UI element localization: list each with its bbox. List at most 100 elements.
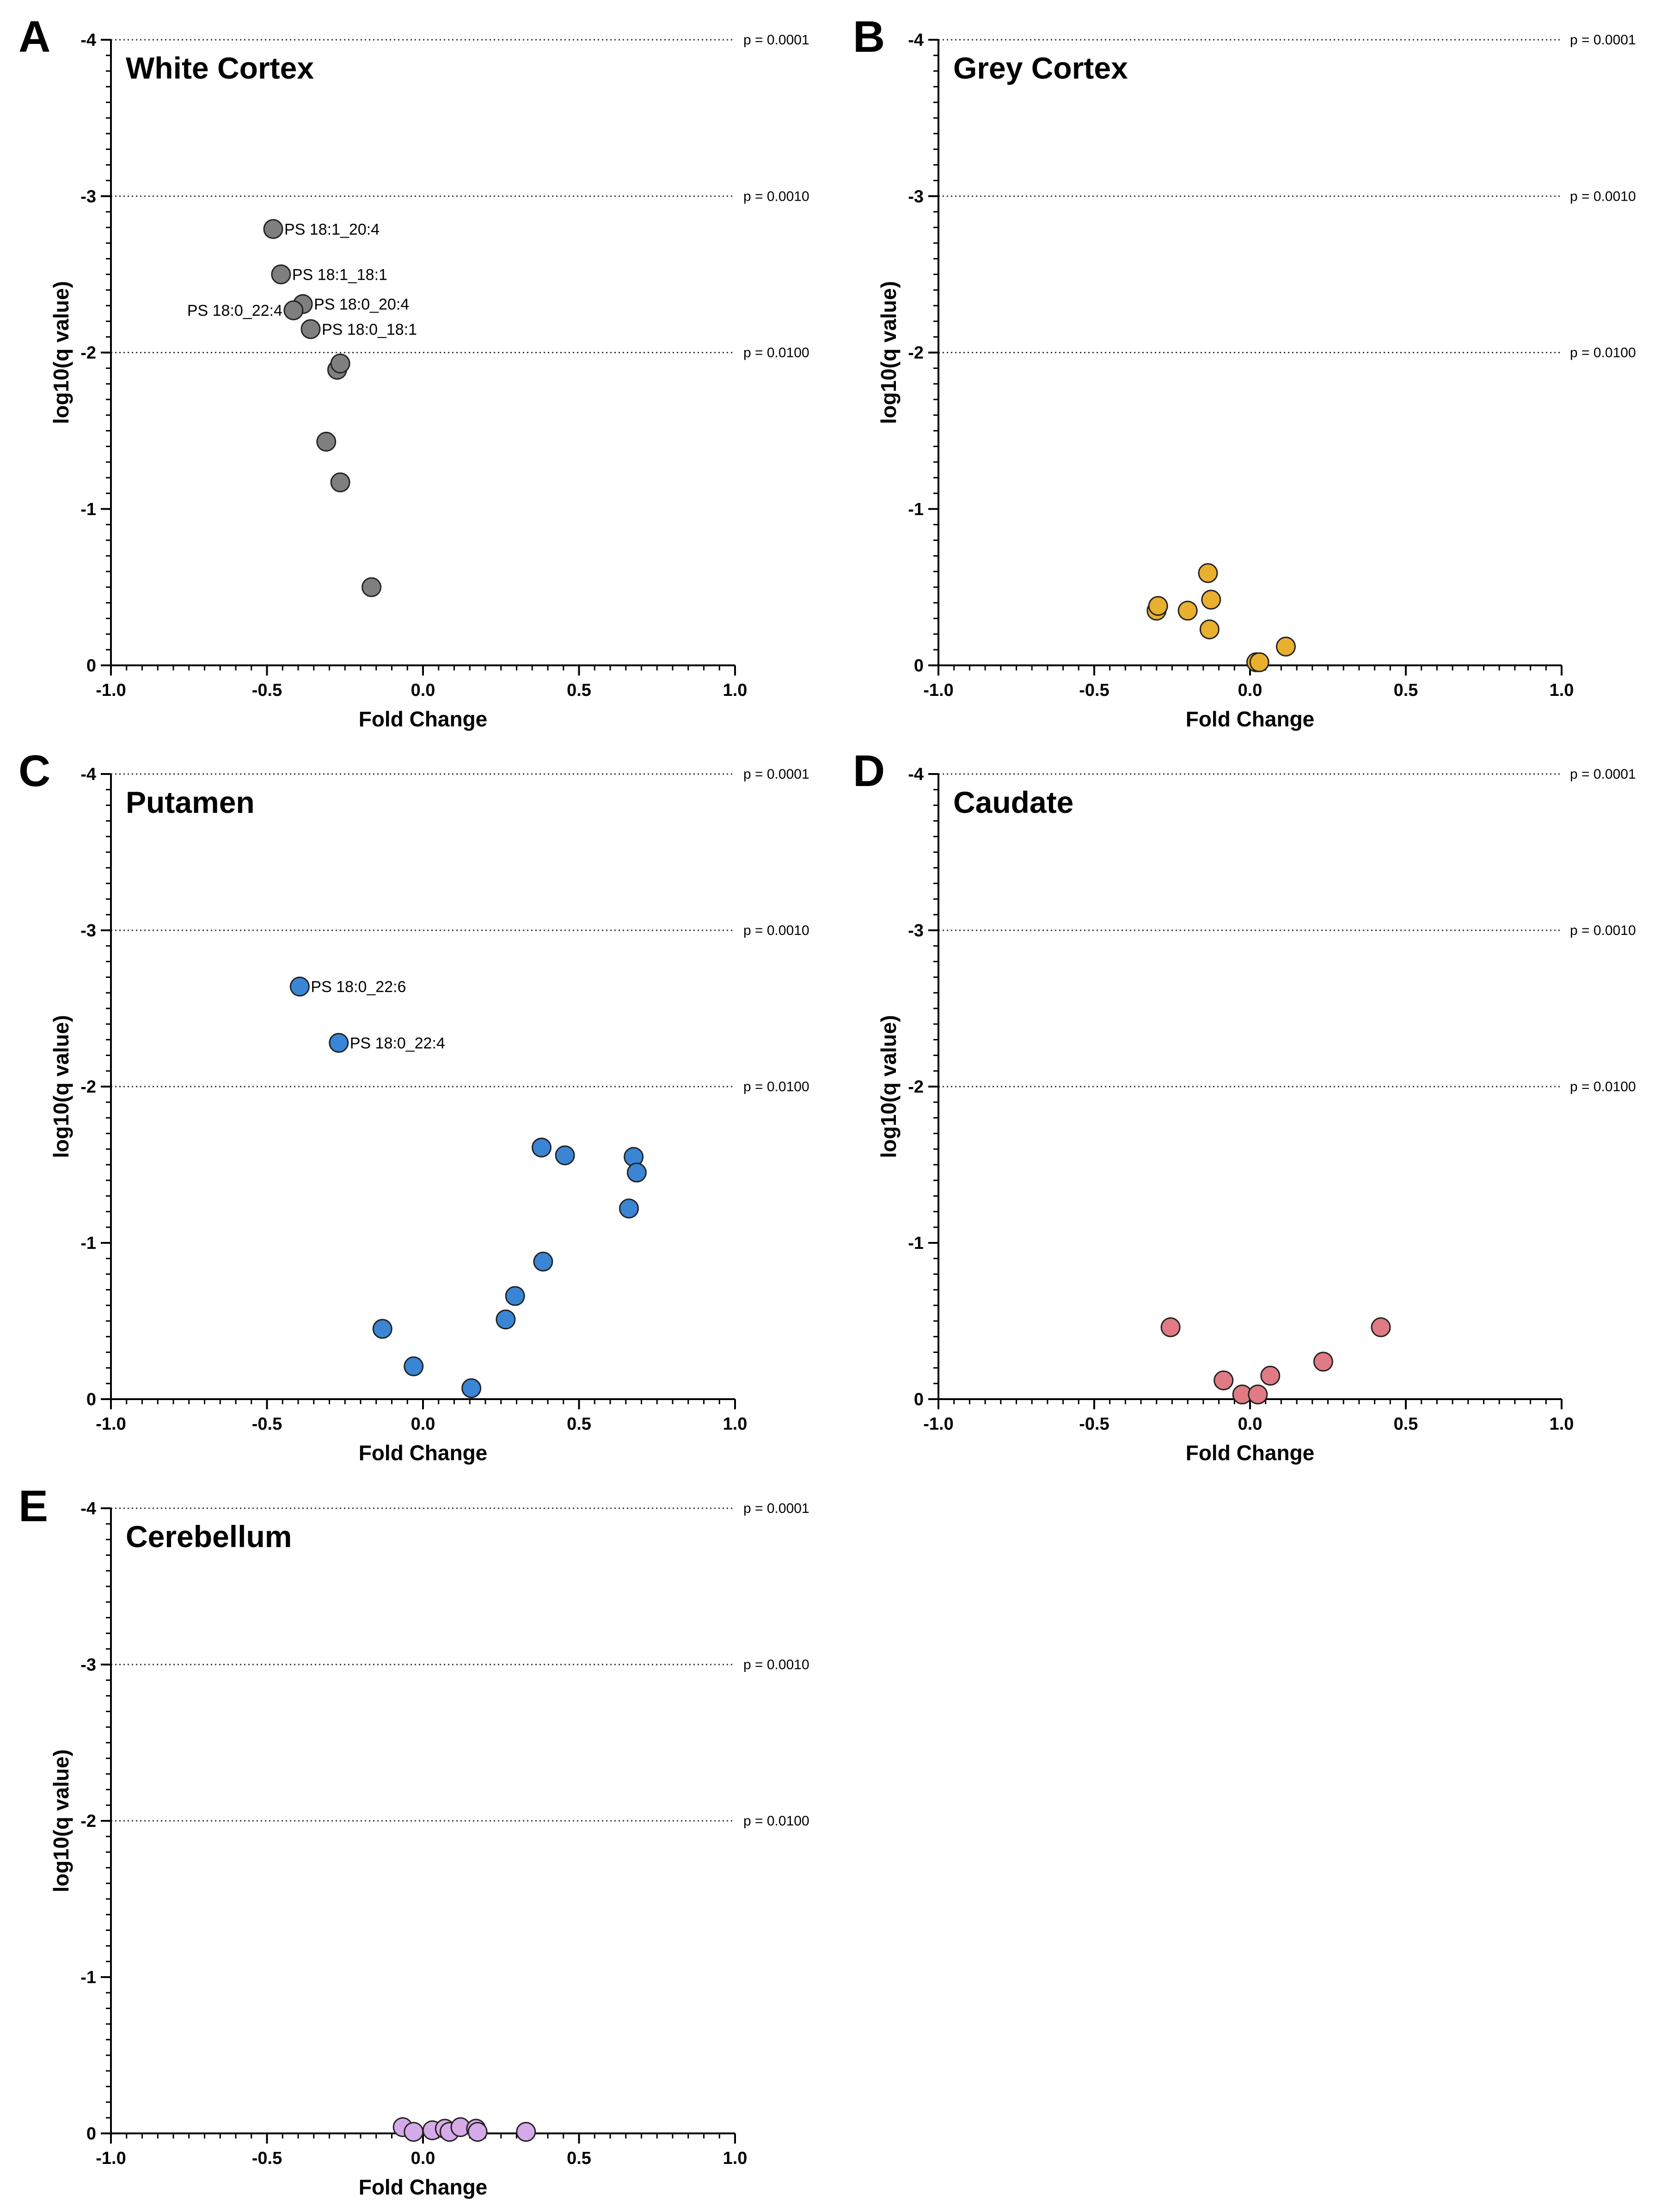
panel-letter: C bbox=[18, 746, 50, 796]
y-tick-label: -1 bbox=[80, 1234, 96, 1253]
point-label: PS 18:0_22:4 bbox=[350, 1034, 445, 1052]
x-tick-label: -0.5 bbox=[252, 2149, 282, 2168]
x-axis-title: Fold Change bbox=[359, 1441, 488, 1465]
p-value-label: p = 0.0100 bbox=[743, 1079, 809, 1094]
data-point bbox=[316, 431, 337, 452]
x-tick-label: 0.5 bbox=[1394, 681, 1418, 700]
panel-letter: A bbox=[18, 12, 50, 61]
panel-letter: B bbox=[853, 12, 885, 61]
panel-title: Cerebellum bbox=[126, 1519, 292, 1554]
x-axis-title: Fold Change bbox=[359, 2175, 488, 2199]
y-tick-label: -2 bbox=[80, 344, 96, 363]
data-point bbox=[619, 1198, 639, 1219]
p-value-label: p = 0.0010 bbox=[743, 923, 809, 938]
point-label: PS 18:1_20:4 bbox=[284, 221, 380, 238]
data-point bbox=[555, 1145, 575, 1166]
x-tick-label: 0.0 bbox=[411, 681, 435, 700]
x-tick-label: -0.5 bbox=[252, 681, 282, 700]
data-point bbox=[1198, 563, 1218, 583]
p-value-label: p = 0.0001 bbox=[1570, 767, 1636, 782]
p-value-label: p = 0.0100 bbox=[1570, 1079, 1636, 1094]
y-axis-title: log10(q value) bbox=[49, 281, 73, 424]
data-point bbox=[362, 577, 382, 597]
data-point bbox=[1249, 652, 1269, 672]
x-tick-label: 1.0 bbox=[1550, 681, 1574, 700]
data-point bbox=[263, 219, 283, 239]
y-tick-label: -4 bbox=[908, 765, 924, 784]
x-tick-label: 1.0 bbox=[723, 681, 748, 700]
y-tick-label: -4 bbox=[80, 765, 96, 784]
data-point bbox=[1213, 1370, 1234, 1390]
data-point bbox=[461, 1378, 482, 1398]
x-axis-title: Fold Change bbox=[1186, 707, 1315, 731]
data-point bbox=[532, 1137, 552, 1158]
panel-title: White Cortex bbox=[126, 51, 314, 85]
x-tick-label: -0.5 bbox=[252, 1414, 282, 1434]
y-tick-label: -3 bbox=[908, 921, 924, 940]
y-axis-title: log10(q value) bbox=[876, 281, 901, 424]
data-point bbox=[271, 264, 291, 284]
panel-title: Putamen bbox=[126, 785, 255, 819]
p-value-label: p = 0.0001 bbox=[1570, 32, 1636, 48]
data-point bbox=[1313, 1352, 1333, 1372]
p-value-label: p = 0.0010 bbox=[1570, 923, 1636, 938]
x-axis-title: Fold Change bbox=[1186, 1441, 1315, 1465]
y-tick-label: 0 bbox=[86, 656, 96, 676]
data-point bbox=[404, 2122, 424, 2142]
x-tick-label: 0.5 bbox=[567, 1414, 591, 1434]
p-value-label: p = 0.0001 bbox=[743, 767, 809, 782]
panel-title: Caudate bbox=[953, 785, 1073, 819]
data-point bbox=[1371, 1317, 1391, 1338]
p-value-label: p = 0.0010 bbox=[1570, 189, 1636, 204]
point-label: PS 18:0_22:4 bbox=[187, 302, 282, 320]
data-point bbox=[1199, 619, 1220, 639]
y-tick-label: -3 bbox=[80, 187, 96, 206]
p-value-label: p = 0.0001 bbox=[743, 32, 809, 48]
p-value-label: p = 0.0100 bbox=[743, 345, 809, 361]
data-point bbox=[330, 353, 350, 374]
x-tick-label: -1.0 bbox=[96, 2149, 126, 2168]
x-tick-label: -1.0 bbox=[96, 1414, 126, 1434]
point-label: PS 18:0_22:6 bbox=[311, 978, 406, 996]
y-tick-label: -4 bbox=[908, 31, 924, 50]
data-point bbox=[404, 1356, 424, 1376]
y-tick-label: -2 bbox=[908, 1077, 924, 1097]
y-axis-title: log10(q value) bbox=[49, 1749, 73, 1892]
y-tick-label: -1 bbox=[908, 500, 924, 519]
data-point bbox=[505, 1286, 525, 1306]
point-label: PS 18:1_18:1 bbox=[292, 266, 387, 283]
y-tick-label: -3 bbox=[80, 1655, 96, 1675]
x-tick-label: 0.5 bbox=[1394, 1414, 1418, 1434]
x-tick-label: 1.0 bbox=[723, 2149, 748, 2168]
x-tick-label: 1.0 bbox=[1550, 1414, 1574, 1434]
y-tick-label: 0 bbox=[86, 1390, 96, 1409]
data-point bbox=[329, 1032, 349, 1053]
x-tick-label: -0.5 bbox=[1079, 681, 1109, 700]
data-point bbox=[372, 1319, 392, 1339]
x-tick-label: 1.0 bbox=[723, 1414, 748, 1434]
data-point bbox=[626, 1162, 647, 1183]
y-tick-label: -1 bbox=[80, 1968, 96, 1987]
x-tick-label: 0.5 bbox=[567, 681, 591, 700]
point-label: PS 18:0_20:4 bbox=[314, 296, 409, 313]
y-tick-label: -2 bbox=[80, 1077, 96, 1097]
y-tick-label: -2 bbox=[908, 344, 924, 363]
data-point bbox=[496, 1309, 516, 1330]
data-point bbox=[1248, 1384, 1268, 1405]
y-tick-label: -4 bbox=[80, 1499, 96, 1518]
data-point bbox=[1148, 596, 1168, 616]
data-point bbox=[289, 977, 310, 997]
data-point bbox=[283, 300, 304, 320]
y-tick-label: -3 bbox=[80, 921, 96, 940]
data-point bbox=[1201, 590, 1221, 610]
x-axis-title: Fold Change bbox=[359, 707, 488, 731]
y-tick-label: -4 bbox=[80, 31, 96, 50]
y-tick-label: 0 bbox=[86, 2124, 96, 2144]
p-value-label: p = 0.0010 bbox=[743, 1657, 809, 1672]
panel-letter: E bbox=[18, 1481, 48, 1531]
panel-letter: D bbox=[853, 746, 885, 796]
point-label: PS 18:0_18:1 bbox=[322, 321, 417, 338]
